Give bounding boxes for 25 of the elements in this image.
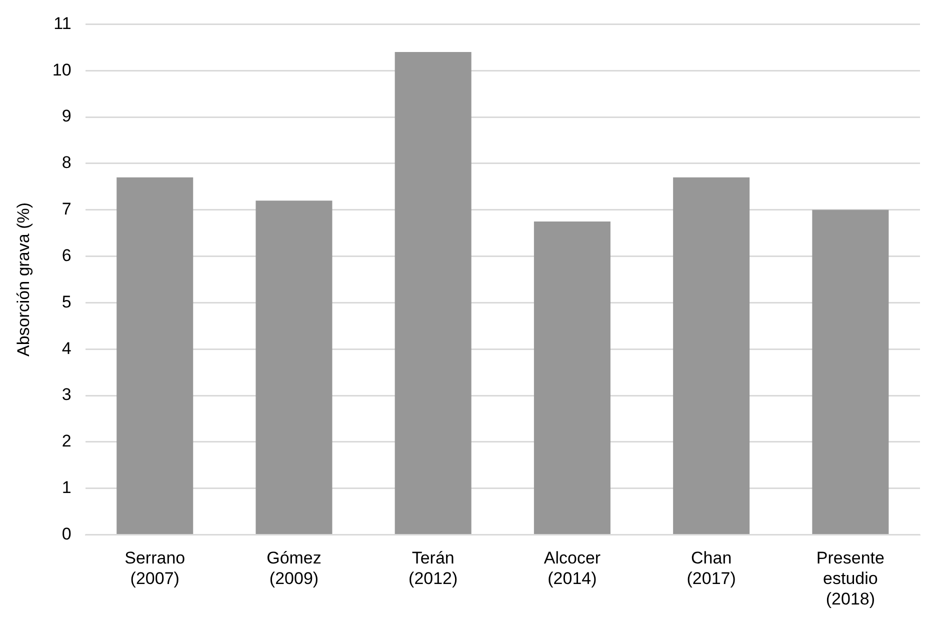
y-tick-label: 7: [62, 200, 72, 219]
x-tick-label: Chan (2017): [686, 548, 736, 588]
y-tick-label: 3: [62, 385, 72, 404]
y-tick-label: 1: [62, 478, 72, 498]
y-tick-label: 6: [62, 246, 72, 265]
bar: [812, 210, 889, 534]
x-tick-label: Serrano (2007): [124, 548, 186, 588]
x-tick-label: Presente estudio (2018): [816, 548, 884, 608]
y-tick-label: 2: [62, 432, 72, 451]
y-tick-label: 10: [52, 60, 72, 80]
bar: [394, 52, 472, 534]
y-tick-label: 0: [62, 524, 72, 544]
y-tick-label: 4: [62, 338, 72, 358]
bar: [116, 177, 194, 534]
bar: [256, 200, 332, 534]
y-tick-label: 8: [62, 153, 72, 172]
x-tick-label: Alcocer (2014): [544, 548, 601, 588]
bar: [534, 221, 610, 534]
y-tick-label: 11: [54, 14, 72, 33]
y-tick-label: 9: [62, 106, 72, 126]
bar: [673, 177, 750, 534]
x-tick-label: Terán (2012): [408, 548, 458, 588]
y-axis-title: Absorción grava (%): [14, 202, 33, 357]
y-tick-label: 5: [62, 292, 72, 312]
x-tick-label: Gómez (2009): [266, 548, 322, 588]
